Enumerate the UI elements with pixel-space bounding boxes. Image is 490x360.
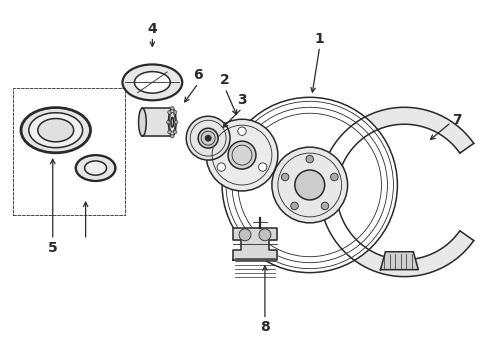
Text: 1: 1 — [315, 32, 324, 46]
Ellipse shape — [122, 64, 182, 100]
Text: 5: 5 — [48, 241, 58, 255]
Text: 4: 4 — [147, 22, 157, 36]
Circle shape — [281, 173, 289, 181]
Ellipse shape — [38, 118, 74, 142]
Polygon shape — [320, 107, 474, 276]
Circle shape — [239, 229, 251, 241]
Ellipse shape — [21, 108, 91, 153]
Ellipse shape — [171, 117, 173, 127]
Circle shape — [168, 111, 172, 114]
Polygon shape — [143, 108, 172, 136]
Polygon shape — [233, 228, 277, 260]
Circle shape — [222, 97, 397, 273]
Circle shape — [306, 155, 314, 163]
Circle shape — [173, 130, 177, 134]
Ellipse shape — [134, 72, 171, 93]
Circle shape — [206, 119, 278, 191]
Text: 7: 7 — [452, 113, 462, 127]
Ellipse shape — [169, 108, 176, 136]
Ellipse shape — [29, 113, 83, 148]
Circle shape — [272, 147, 347, 223]
Circle shape — [228, 141, 256, 169]
Circle shape — [259, 163, 267, 171]
Circle shape — [291, 202, 298, 210]
Circle shape — [331, 173, 338, 181]
Circle shape — [186, 116, 230, 160]
Circle shape — [205, 135, 211, 141]
Ellipse shape — [75, 155, 116, 181]
Text: 3: 3 — [237, 93, 247, 107]
Text: 2: 2 — [220, 73, 230, 87]
Circle shape — [321, 202, 329, 210]
Circle shape — [171, 107, 174, 110]
Circle shape — [174, 121, 178, 124]
Text: 6: 6 — [194, 68, 203, 82]
Circle shape — [295, 170, 325, 200]
Circle shape — [238, 127, 246, 135]
Ellipse shape — [139, 108, 146, 136]
Polygon shape — [380, 252, 418, 270]
Circle shape — [198, 128, 218, 148]
Circle shape — [217, 163, 225, 171]
Ellipse shape — [85, 161, 106, 175]
Circle shape — [168, 130, 172, 134]
Circle shape — [171, 134, 174, 138]
Circle shape — [173, 111, 177, 114]
Text: 8: 8 — [260, 320, 270, 334]
Circle shape — [167, 121, 170, 124]
Circle shape — [259, 229, 271, 241]
